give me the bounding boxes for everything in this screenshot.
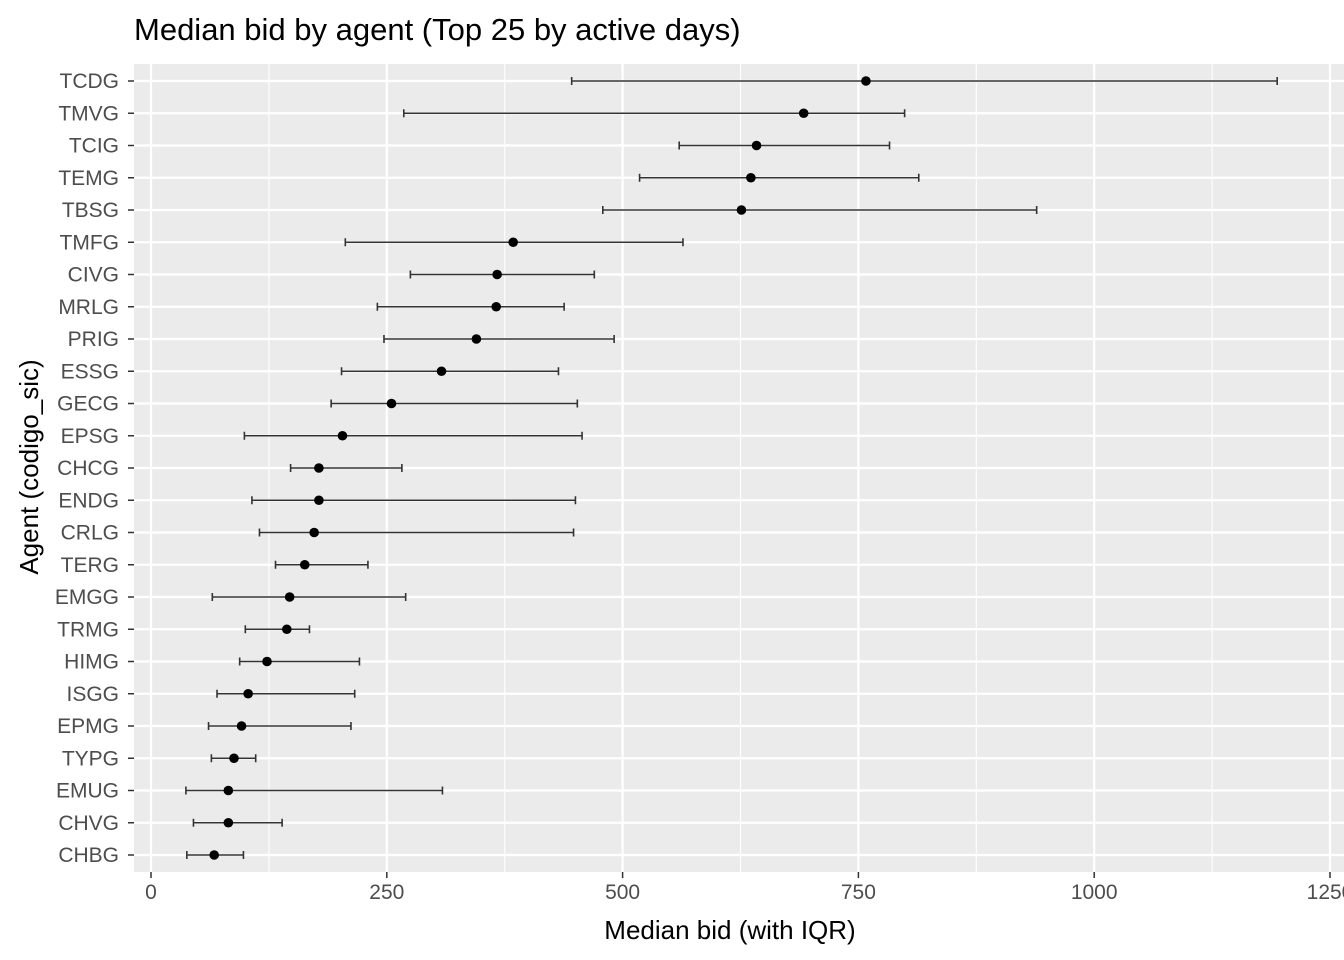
errorbar-tcdg	[570, 77, 1278, 85]
y-tick-label: CIVG	[68, 264, 119, 287]
errorbar-emgg	[211, 593, 407, 601]
y-tick-label: EMUG	[56, 780, 119, 803]
point-chcg	[314, 463, 324, 473]
point-essg	[436, 366, 447, 377]
x-tick-label: 1250	[1307, 881, 1344, 904]
errorbar-epsg	[243, 431, 583, 440]
y-tick-label: TBSG	[62, 199, 119, 222]
y-tick-label: TEMG	[58, 167, 119, 190]
point-chbg	[209, 850, 219, 860]
errorbar-mrlg	[376, 302, 565, 311]
x-axis-title: Median bid (with IQR)	[604, 915, 855, 945]
errorbar-trmg	[244, 625, 311, 634]
y-tick-label: CHVG	[58, 812, 119, 835]
y-tick-label: ESSG	[61, 360, 119, 383]
errorbar-chcg	[289, 464, 403, 472]
errorbar-tcig	[678, 141, 891, 150]
y-tick-label: CHCG	[57, 457, 119, 480]
y-tick-label: CRLG	[61, 522, 119, 545]
point-gecg	[386, 398, 397, 409]
point-epsg	[337, 430, 348, 441]
y-tick-label: MRLG	[58, 296, 119, 319]
y-tick-label: TCIG	[69, 135, 119, 158]
y-tick-label: CHBG	[58, 844, 119, 867]
x-tick-label: 750	[841, 881, 876, 904]
y-tick-label: HIMG	[64, 651, 119, 674]
point-tmfg	[508, 237, 518, 248]
point-trmg	[282, 624, 292, 635]
y-tick-label: ISGG	[66, 683, 119, 706]
point-emug	[223, 785, 234, 796]
y-tick-label: TRMG	[57, 618, 119, 641]
point-emgg	[284, 592, 295, 602]
x-tick-label: 1000	[1071, 881, 1118, 904]
y-tick-label: TYPG	[62, 747, 119, 770]
point-himg	[262, 656, 272, 667]
errorbar-chvg	[192, 818, 283, 827]
y-axis: TCDG TMVG TCIG TEMG TBSG TMFG CIVG MRLG PRIG ESSG…	[55, 70, 134, 867]
errorbar-prig	[383, 335, 615, 343]
errorbar-temg	[638, 173, 920, 182]
errorbar-terg	[274, 560, 369, 569]
y-tick-label: TMFG	[60, 231, 119, 254]
y-tick-label: EPSG	[61, 425, 119, 448]
point-chvg	[223, 817, 234, 828]
point-typg	[229, 753, 239, 764]
point-terg	[299, 559, 310, 570]
y-axis-title: Agent (codigo_sic)	[14, 359, 44, 574]
point-prig	[471, 334, 482, 344]
y-tick-label: GECG	[57, 393, 119, 416]
y-tick-label: TMVG	[58, 102, 119, 125]
point-civg	[492, 269, 502, 280]
point-crlg	[309, 527, 319, 538]
y-tick-label: PRIG	[68, 328, 119, 351]
point-temg	[746, 172, 756, 183]
x-tick-label: 250	[369, 881, 404, 904]
errorbars	[185, 77, 1278, 859]
errorbar-tbsg	[601, 206, 1038, 214]
y-tick-label: EMGG	[55, 586, 119, 609]
point-isgg	[243, 688, 253, 699]
point-epmg	[236, 721, 247, 731]
point-mrlg	[491, 301, 502, 312]
y-tick-label: TERG	[61, 554, 119, 577]
errorbar-epmg	[207, 722, 352, 730]
errorbar-endg	[251, 496, 577, 505]
errorbar-civg	[409, 270, 596, 279]
point-tmvg	[798, 108, 809, 119]
point-endg	[314, 495, 324, 506]
point-tcdg	[861, 76, 871, 86]
x-tick-label: 0	[145, 881, 157, 904]
point-tcig	[751, 140, 762, 151]
point-tbsg	[736, 205, 747, 215]
x-tick-label: 500	[605, 881, 640, 904]
y-tick-label: TCDG	[60, 70, 120, 93]
errorbar-isgg	[216, 689, 356, 698]
y-tick-label: ENDG	[58, 489, 119, 512]
points	[209, 76, 871, 860]
chart-title: Median bid by agent (Top 25 by active da…	[134, 12, 741, 47]
errorbar-tmvg	[402, 109, 906, 118]
x-axis: 0 250 500 750 1000 1250	[145, 872, 1344, 904]
errorbar-gecg	[330, 399, 579, 408]
y-tick-label: EPMG	[57, 715, 119, 738]
errorbar-essg	[340, 367, 560, 376]
errorbar-himg	[238, 657, 361, 666]
